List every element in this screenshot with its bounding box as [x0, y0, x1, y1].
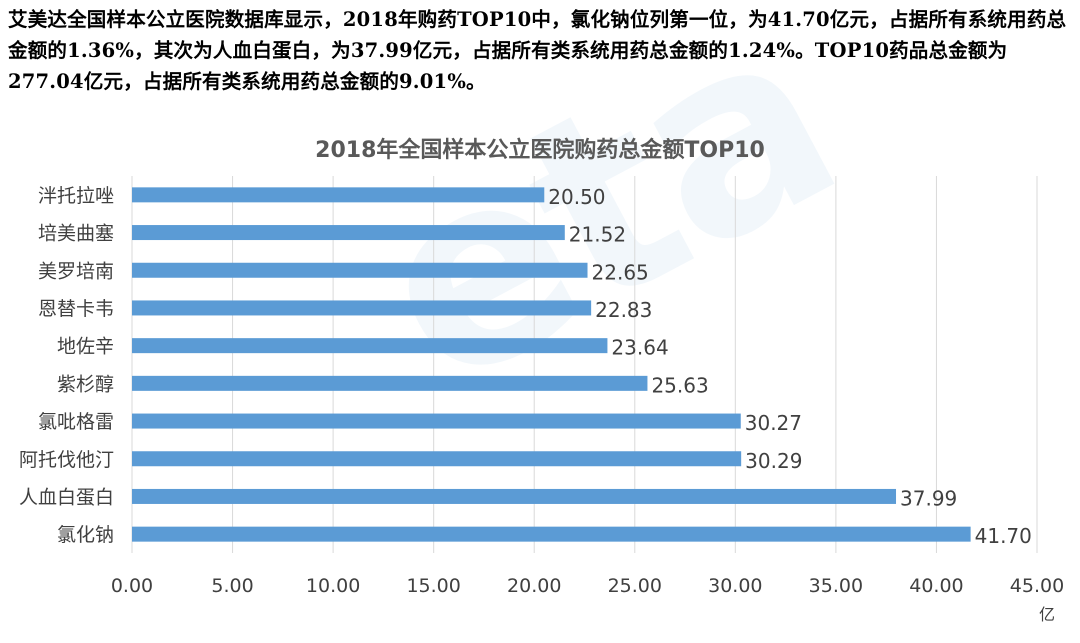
- x-tick-label: 20.00: [507, 575, 561, 597]
- category-label: 人血白蛋白: [19, 486, 114, 508]
- data-label: 22.83: [595, 298, 652, 322]
- bar: [132, 187, 545, 203]
- bar: [132, 526, 971, 542]
- category-label: 泮托拉唑: [38, 185, 114, 207]
- data-label: 21.52: [569, 223, 626, 247]
- category-label: 恩替卡韦: [38, 298, 114, 320]
- data-label: 30.27: [745, 411, 802, 435]
- data-label: 23.64: [611, 336, 668, 360]
- x-tick-label: 25.00: [608, 575, 662, 597]
- x-tick-label: 45.00: [1010, 575, 1064, 597]
- bar: [132, 262, 588, 278]
- bars: [132, 187, 971, 542]
- category-label: 培美曲塞: [38, 223, 114, 245]
- category-label: 地佐辛: [57, 336, 114, 358]
- chart-title: 2018年全国样本公立医院购药总金额TOP10: [315, 138, 765, 163]
- category-label: 阿托伐他汀: [19, 449, 114, 471]
- data-label: 25.63: [651, 373, 708, 397]
- bar: [132, 488, 897, 504]
- intro-paragraph: 艾美达全国样本公立医院数据库显示，2018年购药TOP10中，氯化钠位列第一位，…: [8, 8, 1067, 93]
- data-label: 20.50: [548, 185, 605, 209]
- x-tick-label: 15.00: [406, 575, 460, 597]
- x-tick-label: 35.00: [809, 575, 863, 597]
- x-tick-label: 30.00: [708, 575, 762, 597]
- labels: 0.00 5.00 10.00 15.00 20.00 25.00 30.00 35.00 40…: [19, 185, 1064, 624]
- x-tick-label: 5.00: [211, 575, 253, 597]
- x-tick-label: 10.00: [306, 575, 360, 597]
- data-label: 37.99: [900, 486, 957, 510]
- x-unit-label: 亿: [1039, 605, 1055, 624]
- data-label: 30.29: [745, 449, 802, 473]
- bar: [132, 451, 742, 467]
- category-label: 紫杉醇: [57, 373, 114, 395]
- bar: [132, 338, 608, 354]
- data-label: 41.70: [975, 524, 1032, 548]
- category-label: 美罗培南: [38, 260, 114, 282]
- bar: [132, 300, 592, 316]
- bar: [132, 375, 648, 391]
- category-label: 氯化钠: [57, 524, 114, 546]
- data-label: 22.65: [592, 260, 649, 284]
- x-tick-label: 0.00: [111, 575, 153, 597]
- x-tick-label: 40.00: [909, 575, 963, 597]
- category-label: 氯吡格雷: [38, 411, 114, 433]
- bar: [132, 413, 741, 429]
- bar: [132, 225, 565, 241]
